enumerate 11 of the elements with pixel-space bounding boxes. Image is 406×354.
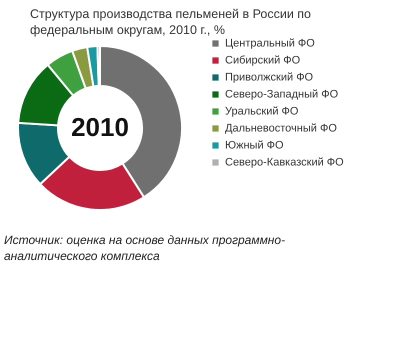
legend-label: Северо-Западный ФО xyxy=(225,88,339,100)
text: Источник: оценка на основе данных программно-аналитического комплекса xyxy=(4,232,286,264)
legend-label: Южный ФО xyxy=(225,140,284,152)
legend-label: Северо-Кавказский ФО xyxy=(225,156,344,168)
text: 2010 xyxy=(71,112,129,142)
legend-label: Центральный ФО xyxy=(225,38,316,50)
chart-title: Структура производства пельменей в России по федеральным округам, 2010 г., % xyxy=(30,6,312,38)
legend-label: Приволжский ФО xyxy=(225,72,314,84)
legend-label: Уральский ФО xyxy=(225,106,299,118)
legend-label: Дальневосточный ФО xyxy=(225,122,338,134)
legend-label: Сибирский ФО xyxy=(225,54,301,66)
